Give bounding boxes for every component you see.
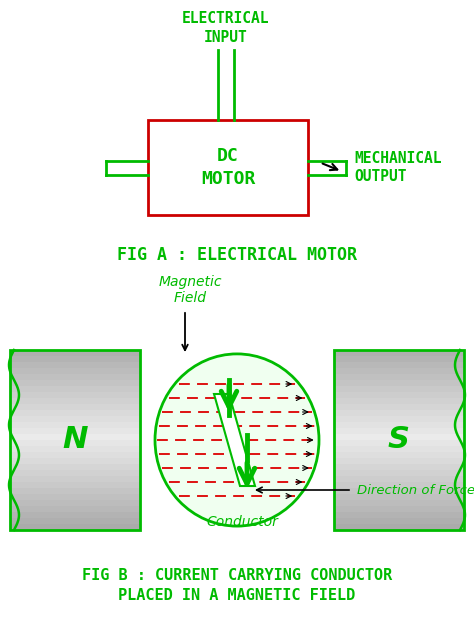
Bar	[334, 446, 464, 452]
Bar	[10, 487, 140, 494]
Bar	[334, 404, 464, 410]
Bar	[334, 397, 464, 404]
Bar	[10, 469, 140, 476]
Ellipse shape	[155, 354, 319, 526]
Bar	[334, 487, 464, 494]
Bar	[334, 457, 464, 464]
Bar	[10, 427, 140, 434]
Text: FIG A : ELECTRICAL MOTOR: FIG A : ELECTRICAL MOTOR	[117, 246, 357, 264]
Bar	[334, 427, 464, 434]
Text: Magnetic
Field: Magnetic Field	[158, 275, 222, 305]
Bar	[334, 409, 464, 416]
Bar	[10, 409, 140, 416]
Bar	[334, 421, 464, 428]
Bar	[10, 482, 140, 488]
Bar	[334, 524, 464, 530]
Bar	[10, 374, 140, 380]
Bar	[334, 475, 464, 482]
Bar	[334, 350, 464, 530]
Bar	[334, 469, 464, 476]
Bar	[10, 517, 140, 524]
Bar	[10, 379, 140, 386]
Text: ELECTRICAL
INPUT: ELECTRICAL INPUT	[182, 11, 270, 45]
Bar	[10, 350, 140, 530]
Bar	[334, 482, 464, 488]
Bar	[10, 457, 140, 464]
Bar	[10, 404, 140, 410]
Bar	[334, 374, 464, 380]
Bar	[10, 475, 140, 482]
Bar	[334, 391, 464, 398]
Bar	[334, 494, 464, 500]
Bar	[10, 421, 140, 428]
Bar	[334, 512, 464, 518]
Text: MECHANICAL
OUTPUT: MECHANICAL OUTPUT	[354, 151, 441, 184]
Bar	[10, 397, 140, 404]
Bar	[10, 499, 140, 506]
Bar	[334, 517, 464, 524]
Bar	[334, 505, 464, 512]
Bar	[334, 452, 464, 458]
Bar	[334, 464, 464, 470]
Bar	[10, 524, 140, 530]
Bar	[10, 391, 140, 398]
Bar	[10, 416, 140, 422]
Bar	[10, 494, 140, 500]
Bar	[10, 349, 140, 356]
Text: DC
MOTOR: DC MOTOR	[201, 147, 255, 188]
Bar	[10, 512, 140, 518]
Text: Direction of Force: Direction of Force	[357, 484, 474, 497]
Bar	[334, 434, 464, 440]
Bar	[10, 356, 140, 362]
Bar	[334, 368, 464, 374]
Text: Conductor: Conductor	[206, 515, 278, 529]
Bar	[10, 452, 140, 458]
Bar	[10, 361, 140, 368]
Bar	[10, 446, 140, 452]
Bar	[334, 356, 464, 362]
Bar	[334, 349, 464, 356]
Bar	[334, 499, 464, 506]
Text: FIG B : CURRENT CARRYING CONDUCTOR: FIG B : CURRENT CARRYING CONDUCTOR	[82, 567, 392, 582]
Text: PLACED IN A MAGNETIC FIELD: PLACED IN A MAGNETIC FIELD	[118, 588, 356, 603]
Text: S: S	[388, 426, 410, 454]
Bar	[334, 361, 464, 368]
Bar	[10, 464, 140, 470]
Bar	[10, 386, 140, 392]
Bar	[10, 434, 140, 440]
Bar	[334, 416, 464, 422]
Bar	[334, 439, 464, 446]
Bar	[334, 379, 464, 386]
Bar	[10, 368, 140, 374]
Text: N: N	[62, 426, 88, 454]
Bar	[10, 439, 140, 446]
Bar	[148, 120, 308, 215]
Polygon shape	[214, 394, 255, 486]
Bar	[10, 505, 140, 512]
Bar	[334, 386, 464, 392]
